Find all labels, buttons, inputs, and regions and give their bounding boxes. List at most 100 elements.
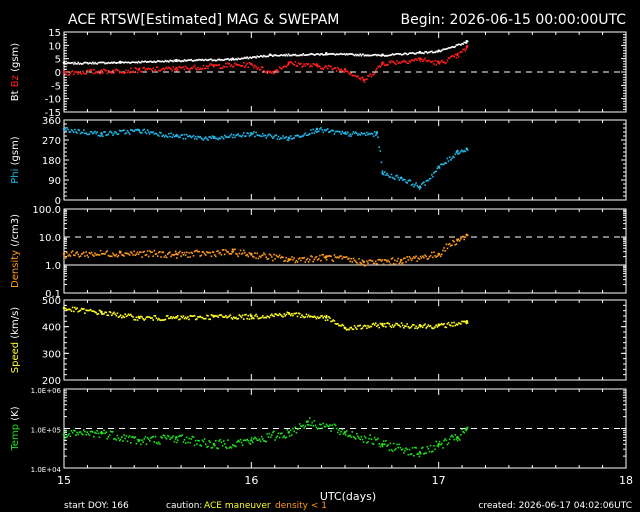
data-point xyxy=(451,244,453,246)
data-point xyxy=(182,60,185,63)
data-point xyxy=(450,324,452,327)
data-point xyxy=(208,251,210,254)
data-point xyxy=(292,314,294,317)
data-point xyxy=(87,309,90,312)
data-point xyxy=(259,256,262,258)
data-point xyxy=(198,136,200,138)
data-point xyxy=(140,61,142,64)
data-point xyxy=(105,134,107,136)
data-point xyxy=(342,433,345,435)
data-point xyxy=(376,438,378,441)
data-point xyxy=(314,256,317,259)
data-point xyxy=(341,257,344,260)
data-point xyxy=(293,54,295,56)
data-point xyxy=(353,259,356,262)
data-point xyxy=(71,70,74,72)
data-point xyxy=(220,58,223,61)
data-point xyxy=(171,317,173,320)
data-point xyxy=(253,317,255,320)
data-point xyxy=(234,136,236,139)
data-point xyxy=(89,131,92,133)
x-tick-label: 16 xyxy=(244,474,258,487)
data-point xyxy=(185,133,188,136)
data-point xyxy=(215,59,217,62)
phi-y-axis-label: Phi (gsm) xyxy=(10,136,21,184)
data-point xyxy=(240,57,243,60)
data-point xyxy=(140,315,142,318)
data-point xyxy=(130,67,132,70)
data-point xyxy=(245,64,247,67)
data-point xyxy=(452,46,454,48)
data-point xyxy=(266,258,269,260)
data-point xyxy=(132,316,134,318)
data-point xyxy=(409,179,412,182)
data-point xyxy=(410,184,413,186)
data-point xyxy=(93,68,95,71)
data-point xyxy=(276,255,279,258)
data-point xyxy=(405,181,407,183)
data-point xyxy=(312,316,314,318)
data-point xyxy=(423,181,425,183)
data-point xyxy=(437,61,441,64)
data-point xyxy=(365,264,367,267)
data-point xyxy=(319,128,321,130)
data-point xyxy=(67,255,69,257)
data-point xyxy=(322,54,324,56)
data-point xyxy=(427,257,430,260)
data-point xyxy=(248,442,251,444)
data-point xyxy=(128,133,131,135)
data-point xyxy=(136,71,139,74)
data-point xyxy=(188,135,190,137)
data-point xyxy=(329,424,331,426)
data-point xyxy=(287,53,290,56)
data-point xyxy=(345,133,348,135)
data-point xyxy=(230,64,233,66)
data-point xyxy=(216,447,218,449)
data-point xyxy=(305,313,308,316)
data-point xyxy=(131,71,133,73)
data-point xyxy=(283,54,285,56)
data-point xyxy=(206,251,208,253)
data-point xyxy=(420,447,423,449)
data-point xyxy=(133,130,135,132)
data-point xyxy=(462,43,464,45)
data-point xyxy=(236,64,238,66)
data-point xyxy=(454,45,457,48)
data-point xyxy=(118,439,121,442)
data-point xyxy=(247,255,250,258)
data-point xyxy=(208,318,210,320)
data-point xyxy=(466,322,469,324)
data-point xyxy=(407,62,410,64)
data-point xyxy=(408,60,411,62)
data-point xyxy=(102,135,104,138)
data-point xyxy=(381,325,384,327)
data-point xyxy=(190,251,192,254)
data-point xyxy=(244,251,246,254)
data-point xyxy=(426,52,429,54)
data-point xyxy=(232,65,235,68)
data-point xyxy=(99,249,102,252)
data-point xyxy=(212,66,215,68)
data-point xyxy=(158,317,160,320)
data-point xyxy=(128,435,131,437)
data-point xyxy=(362,53,365,56)
data-point xyxy=(203,252,206,255)
data-point xyxy=(250,314,253,318)
data-point xyxy=(444,62,446,65)
data-point xyxy=(329,255,331,257)
data-point xyxy=(448,57,451,60)
data-point xyxy=(407,326,410,328)
data-point xyxy=(202,251,205,253)
data-point xyxy=(319,54,321,56)
data-point xyxy=(114,313,116,315)
data-point xyxy=(357,75,359,77)
data-point xyxy=(458,152,461,154)
data-point xyxy=(100,313,103,315)
data-point xyxy=(103,252,105,255)
data-point xyxy=(243,57,245,60)
data-point xyxy=(134,254,137,256)
data-point xyxy=(295,135,298,137)
data-point xyxy=(165,256,168,259)
data-point xyxy=(155,66,158,68)
y-tick-label: 5 xyxy=(55,55,61,66)
